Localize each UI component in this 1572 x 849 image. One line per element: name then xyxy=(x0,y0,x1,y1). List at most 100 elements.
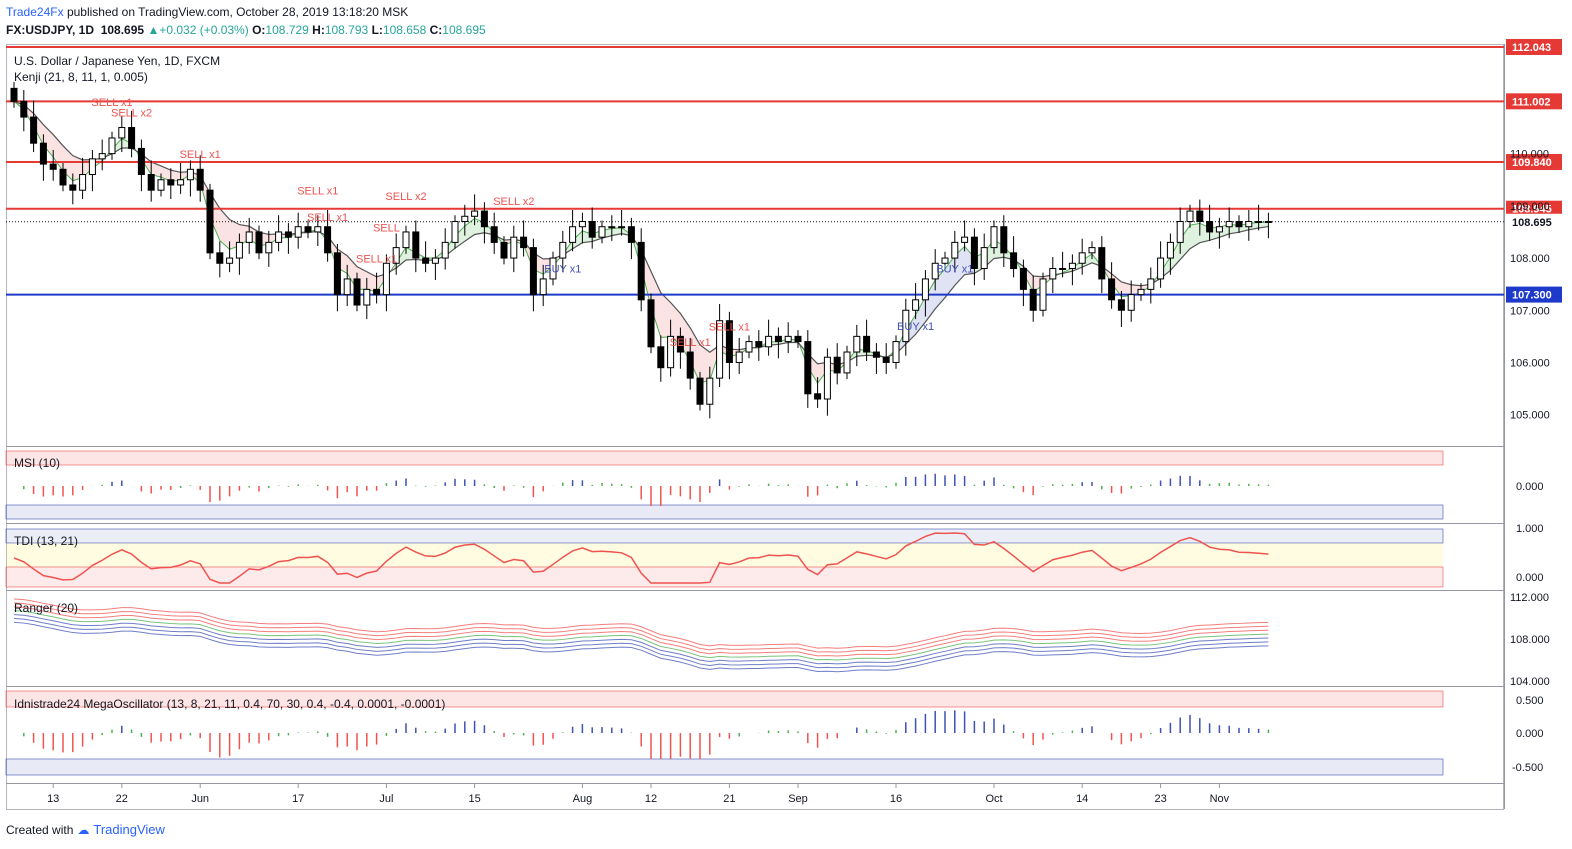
sell-marker: SELL x1 xyxy=(356,254,397,266)
candle-body xyxy=(265,241,273,254)
time-tick-label: Jul xyxy=(379,793,393,805)
sell-marker: SELL x2 xyxy=(111,107,152,119)
candle-body xyxy=(98,153,106,160)
price-tick-label: 108.000 xyxy=(1510,253,1550,265)
level-price-tag xyxy=(1506,286,1562,303)
price-change: +0.032 (+0.03%) xyxy=(159,23,249,37)
candle-body xyxy=(549,257,557,280)
tradingview-logo-icon[interactable]: ☁ xyxy=(77,822,90,837)
candle-body xyxy=(412,231,420,259)
candle-body xyxy=(745,341,753,353)
candle-body xyxy=(725,320,733,363)
time-tick-label: 12 xyxy=(645,793,657,805)
candle-body xyxy=(1068,262,1076,269)
candle-body xyxy=(1039,278,1047,311)
msi-tick-label: 0.000 xyxy=(1516,481,1544,493)
candle-body xyxy=(206,189,214,254)
publish-info: Trade24Fx published on TradingView.com, … xyxy=(6,5,408,19)
candle-body xyxy=(823,356,831,400)
candle-body xyxy=(88,158,96,176)
candle-body xyxy=(461,215,469,223)
candle-body xyxy=(686,351,694,379)
last-price-label: 108.695 xyxy=(1512,217,1552,229)
candle-body xyxy=(863,335,871,353)
ranger-line xyxy=(13,618,1269,669)
candle-body xyxy=(657,346,665,369)
candle-body xyxy=(1176,221,1184,243)
candle-body xyxy=(137,147,145,176)
level-price-tag xyxy=(1506,93,1562,110)
candle-body xyxy=(1235,221,1243,228)
buy-marker: BUY x1 xyxy=(544,263,581,275)
sell-marker: SELL x1 xyxy=(307,212,348,224)
time-tick-label: Jun xyxy=(191,793,209,805)
kenji-cloud-segment xyxy=(572,231,583,249)
candle-body xyxy=(1029,288,1037,311)
high-value: 108.793 xyxy=(324,23,369,37)
msi-label: MSI (10) xyxy=(14,456,60,470)
candle-body xyxy=(755,341,763,348)
ranger-line xyxy=(13,614,1269,665)
kenji-cloud-segment xyxy=(1121,281,1132,297)
candle-body xyxy=(980,247,988,269)
candle-body xyxy=(1019,267,1027,290)
candle-body xyxy=(853,335,861,353)
candle-body xyxy=(990,226,998,249)
candle-body xyxy=(627,226,635,243)
sell-marker: SELL x2 xyxy=(385,191,426,203)
level-price-label: 108.945 xyxy=(1512,204,1552,216)
candle-body xyxy=(559,241,567,259)
candle-body xyxy=(1049,267,1057,280)
candle-body xyxy=(392,247,400,264)
candle-body xyxy=(784,335,792,343)
level-price-tag xyxy=(1506,200,1562,217)
candle-body xyxy=(569,226,577,243)
price-tick-label: 106.000 xyxy=(1510,357,1550,369)
candle-body xyxy=(931,262,939,280)
publisher-name[interactable]: Trade24Fx xyxy=(6,5,64,19)
candle-body xyxy=(284,231,292,238)
time-tick-label: 17 xyxy=(292,793,304,805)
candle-body xyxy=(490,226,498,243)
candle-body xyxy=(167,179,175,186)
candle-body xyxy=(147,174,155,191)
candle-body xyxy=(343,278,351,296)
buy-marker: BUY x1 xyxy=(897,321,934,333)
candle-body xyxy=(637,241,645,301)
candle-body xyxy=(951,241,959,259)
ranger-tick-label: 104.000 xyxy=(1510,676,1550,688)
candle-body xyxy=(1196,210,1204,223)
ranger-line xyxy=(13,606,1269,657)
candle-body xyxy=(245,231,253,243)
level-price-label: 111.002 xyxy=(1512,96,1551,108)
time-tick-label: 23 xyxy=(1154,793,1166,805)
candle-body xyxy=(304,226,312,233)
sell-marker: SELL x1 xyxy=(91,97,132,109)
candle-body xyxy=(529,247,537,296)
time-tick-label: Nov xyxy=(1210,793,1230,805)
time-tick-label: 21 xyxy=(723,793,735,805)
footer: Created with ☁ TradingView xyxy=(6,822,165,837)
candle-body xyxy=(431,257,439,264)
candle-body xyxy=(235,241,243,259)
tdi-label: TDI (13, 21) xyxy=(14,534,78,548)
candle-body xyxy=(598,226,606,238)
kenji-cloud-segment xyxy=(680,313,691,362)
candle-body xyxy=(1010,252,1018,269)
kenji-cloud-segment xyxy=(1190,223,1200,249)
open-label: O: xyxy=(252,23,266,37)
candle-body xyxy=(382,262,390,296)
candle-body xyxy=(872,351,880,358)
tradingview-link[interactable]: TradingView xyxy=(93,822,165,837)
ranger-line xyxy=(13,598,1269,649)
candle-body xyxy=(20,100,28,118)
mega-tick-label: 0.000 xyxy=(1516,728,1544,740)
candle-body xyxy=(216,252,224,264)
candle-body xyxy=(226,257,234,264)
price-tick-label: 110.000 xyxy=(1510,149,1549,161)
candle-body xyxy=(794,335,802,343)
kenji-cloud-segment xyxy=(660,292,671,338)
ranger-tick-label: 112.000 xyxy=(1510,592,1549,604)
candle-body xyxy=(921,278,929,301)
